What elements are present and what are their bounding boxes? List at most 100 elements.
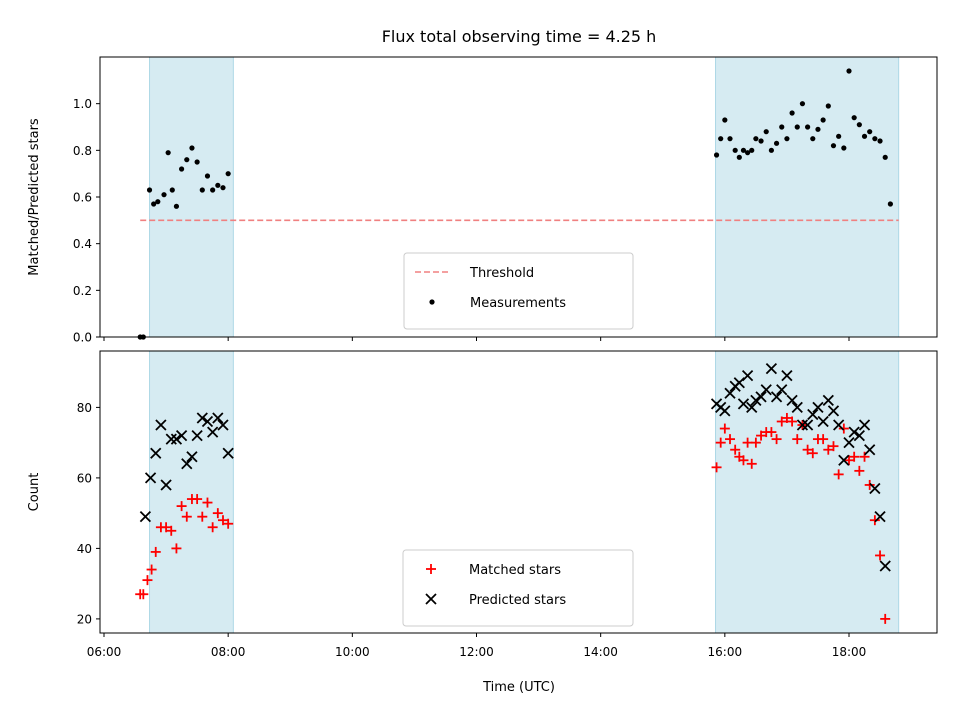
predicted-star-point: [776, 384, 788, 396]
y-tick-label: 0.4: [73, 237, 92, 251]
measurement-point: [779, 124, 785, 130]
matched-star-point: [138, 589, 149, 600]
measurement-point: [846, 68, 852, 74]
measurement-point: [789, 110, 795, 116]
y-tick-label: 0.8: [73, 144, 92, 158]
predicted-star-point: [186, 451, 198, 463]
measurement-point: [189, 145, 195, 151]
matched-star-point: [750, 437, 761, 448]
measurement-point: [830, 143, 837, 149]
matched-star-point: [746, 458, 757, 469]
measurement-point: [851, 115, 857, 121]
matched-star-point: [838, 423, 849, 434]
matched-star-point: [150, 546, 161, 557]
predicted-star-point: [755, 391, 767, 403]
predicted-star-point: [212, 412, 224, 424]
measurement-point: [758, 138, 764, 144]
matched-star-point: [823, 444, 834, 455]
matched-star-point: [792, 434, 803, 445]
matched-star-point: [176, 501, 187, 512]
matched-star-point: [854, 465, 865, 476]
measurement-points: [137, 68, 893, 340]
matched-star-point: [844, 455, 854, 466]
matched-star-point: [161, 522, 172, 533]
matched-star-point: [859, 451, 870, 462]
measurement-point: [749, 147, 755, 153]
legend-label: Threshold: [469, 266, 534, 281]
legend-predicted-swatch: [425, 593, 437, 605]
predicted-star-point: [807, 408, 819, 421]
matched-star-point: [849, 451, 860, 462]
legend-box: [402, 549, 634, 627]
predicted-star-point: [144, 472, 157, 484]
predicted-star-point: [858, 419, 871, 431]
predicted-star-point: [191, 429, 203, 442]
matched-star-point: [787, 416, 798, 427]
predicted-star-point: [770, 391, 783, 403]
chart-title: Flux total observing time = 4.25 h: [382, 27, 657, 46]
y-tick-label: 0.2: [73, 284, 92, 298]
measurement-point: [805, 124, 811, 130]
matched-star-point: [192, 494, 203, 505]
measurement-point: [173, 203, 180, 209]
count-panel: 20 40 60 80 06:00 08:00 10:00 12:00 14:00 16:00 1…: [27, 350, 938, 695]
matched-star-point: [756, 430, 767, 441]
observing-window-1: [149, 350, 234, 634]
predicted-star-point: [746, 401, 758, 414]
measurement-point: [194, 159, 200, 165]
matched-star-point: [181, 511, 192, 522]
matched-star-point: [217, 515, 228, 526]
matched-star-point: [171, 543, 182, 554]
measurement-point: [204, 173, 211, 179]
measurement-point: [713, 152, 720, 158]
legend-label: Measurements: [470, 296, 566, 311]
x-tick-label: 14:00: [583, 645, 618, 659]
measurement-point: [794, 124, 800, 130]
measurement-point: [887, 201, 893, 207]
measurement-point: [736, 154, 742, 160]
measurement-point: [841, 145, 847, 151]
x-tick-label: 16:00: [708, 645, 743, 659]
matched-star-point: [880, 613, 891, 624]
legend-matched-swatch: [426, 564, 436, 574]
matched-star-point: [207, 522, 218, 533]
measurement-point: [856, 122, 862, 128]
y-tick-label: 20: [77, 612, 92, 626]
predicted-star-point: [170, 433, 183, 445]
predicted-star-point: [853, 429, 865, 442]
count-x-ticks: 06:00 08:00 10:00 12:00 14:00 16:00 18:00: [87, 633, 866, 659]
legend-label: Matched stars: [469, 563, 561, 578]
matched-star-point: [771, 434, 782, 445]
predicted-star-point: [222, 447, 234, 459]
matched-star-point: [223, 518, 234, 529]
count-points: [135, 362, 891, 624]
predicted-star-point: [843, 437, 855, 449]
ratio-x-ticks: [103, 337, 850, 341]
measurement-point: [179, 166, 185, 172]
measurement-point: [836, 133, 842, 139]
predicted-star-point: [201, 415, 214, 428]
measurement-point: [151, 201, 157, 207]
measurement-point: [184, 157, 190, 163]
predicted-star-point: [196, 412, 208, 424]
measurement-point: [861, 133, 868, 139]
predicted-star-point: [833, 419, 845, 431]
x-tick-label: 08:00: [211, 645, 246, 659]
matched-star-point: [776, 416, 787, 427]
matched-star-point: [166, 525, 177, 536]
matched-star-point: [766, 427, 777, 438]
measurement-point: [718, 136, 724, 142]
legend-label: Predicted stars: [469, 593, 566, 608]
measurement-point: [815, 126, 821, 132]
predicted-star-point: [719, 405, 731, 417]
measurement-point: [169, 187, 175, 193]
y-tick-label: 0.6: [73, 191, 92, 205]
predicted-star-point: [781, 370, 793, 382]
predicted-star-point: [765, 362, 778, 375]
predicted-star-point: [827, 405, 840, 417]
measurement-point: [220, 185, 226, 191]
measurement-point: [210, 187, 216, 193]
predicted-star-point: [786, 394, 798, 406]
predicted-star-point: [750, 394, 762, 406]
